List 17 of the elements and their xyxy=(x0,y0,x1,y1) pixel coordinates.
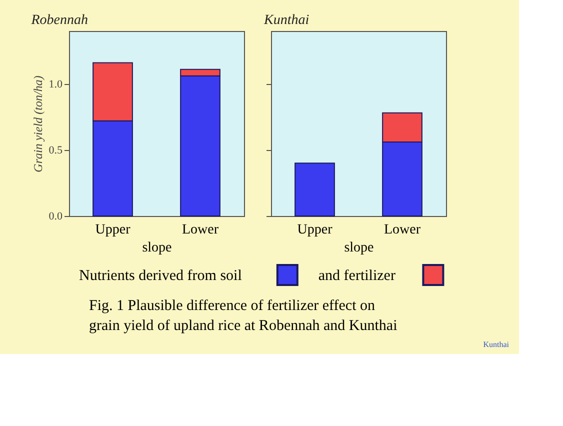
legend-label: Nutrients derived from soil xyxy=(79,268,242,284)
x-axis-title: slope xyxy=(142,240,172,256)
legend-label: and fertilizer xyxy=(318,268,396,284)
caption: Fig. 1 Plausible difference of fertilizer effect on xyxy=(89,298,376,314)
x-tick-label: Upper xyxy=(297,222,333,238)
text: Kunthai xyxy=(483,340,510,349)
y-tick-label: 0.5 xyxy=(48,144,63,156)
chart-title: Kunthai xyxy=(263,13,310,28)
chart-title: Robennah xyxy=(30,13,88,28)
x-tick-label: Upper xyxy=(95,222,131,238)
x-tick-label: Lower xyxy=(182,222,219,238)
x-axis-title: slope xyxy=(344,240,374,256)
y-tick-label: 0.0 xyxy=(48,210,63,222)
y-tick-label: 1.0 xyxy=(48,78,63,90)
x-tick-label: Lower xyxy=(384,222,421,238)
text: grain yield of upland rice at Robennah and Kunthai xyxy=(89,318,398,334)
y-axis-title: Grain yield (ton/ha) xyxy=(30,76,45,172)
